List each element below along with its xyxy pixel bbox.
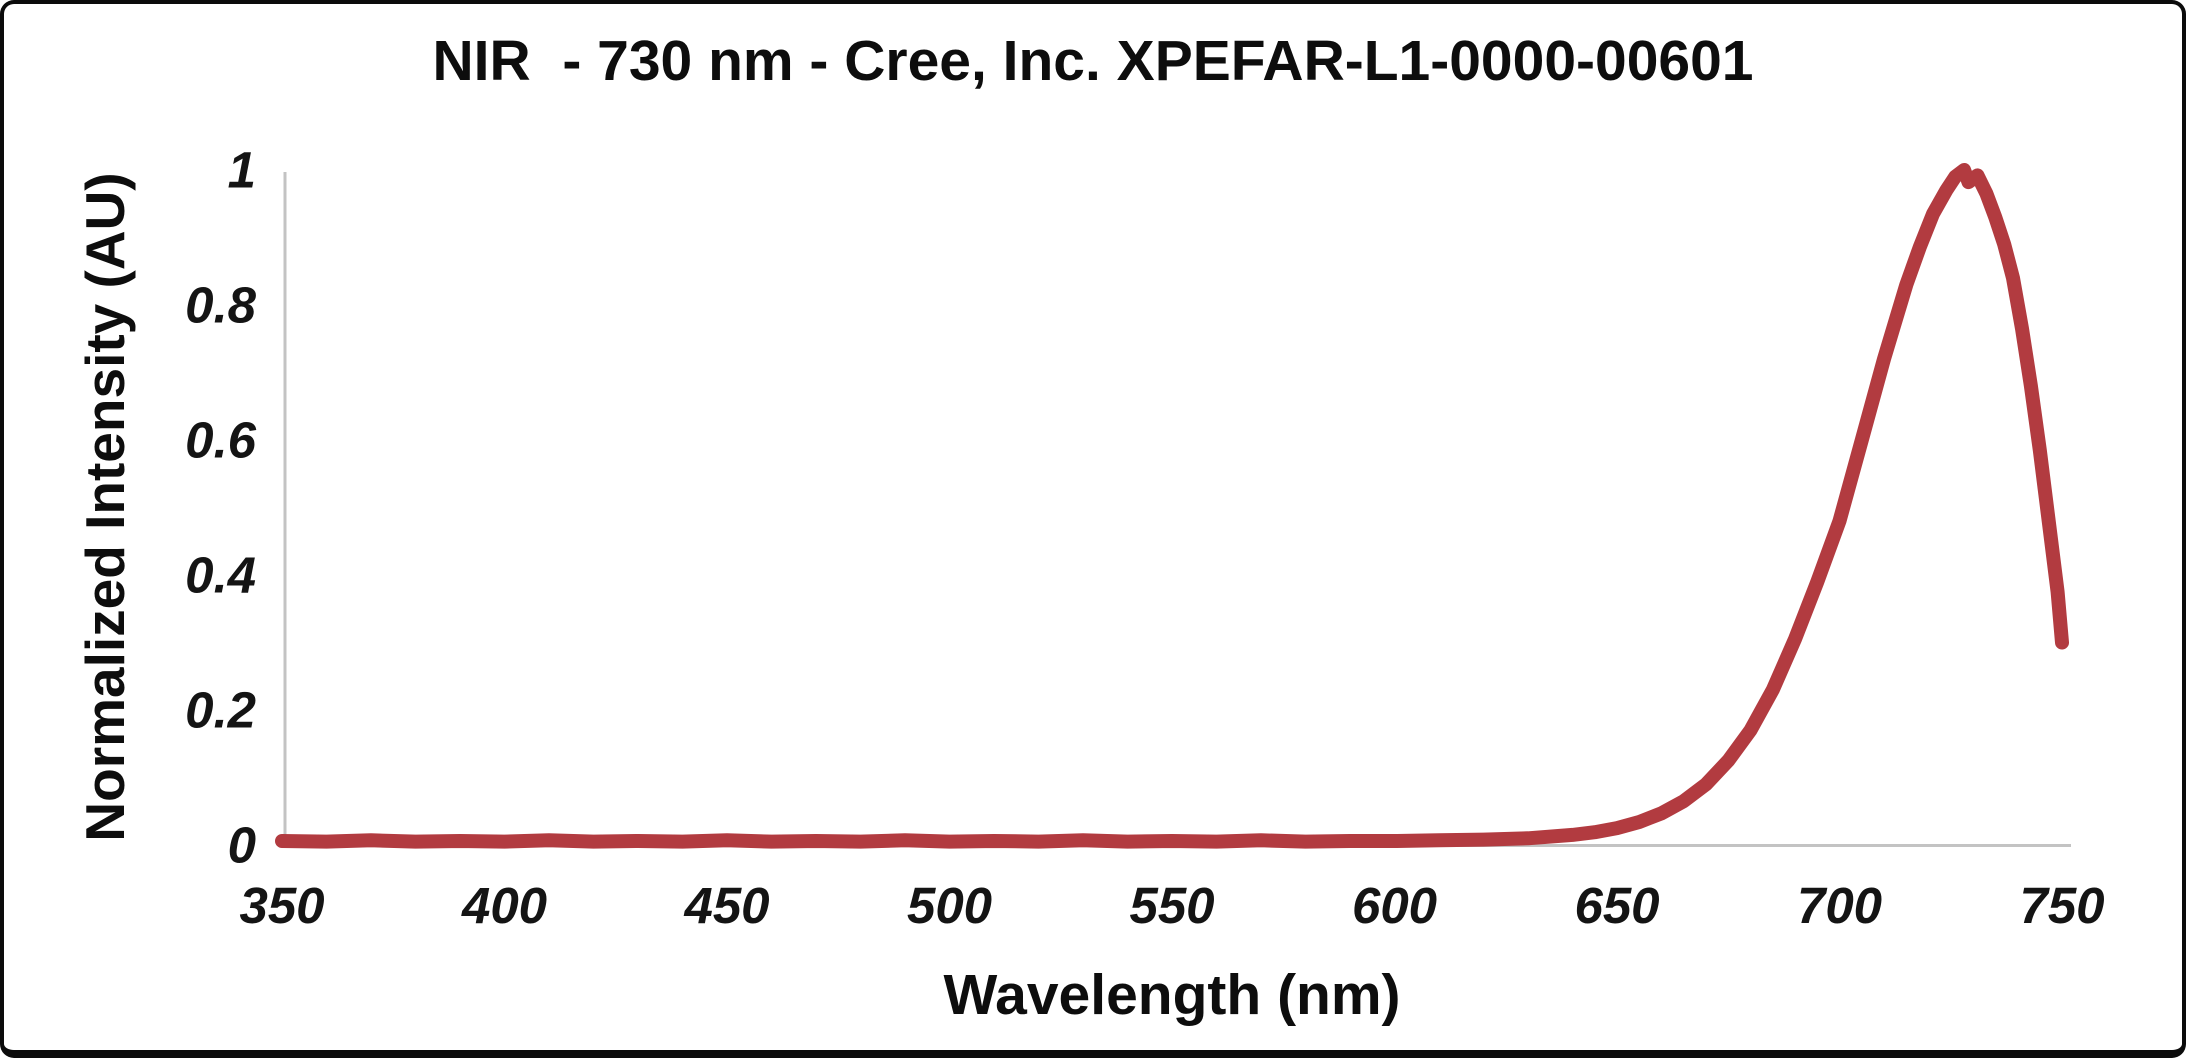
x-tick-label: 450: [684, 877, 770, 934]
y-tick-label: 0.4: [185, 546, 256, 604]
y-tick-label: 1: [227, 141, 256, 199]
x-tick-label: 700: [1796, 877, 1883, 934]
chart-title: NIR - 730 nm - Cree, Inc. XPEFAR-L1-0000…: [432, 29, 1754, 93]
x-tick-label: 750: [2019, 877, 2105, 934]
y-tick-label: 0.8: [185, 276, 256, 334]
x-tick-label: 600: [1351, 877, 1438, 934]
x-tick-label: 550: [1129, 877, 1215, 934]
spectrum-curve: [275, 163, 2069, 849]
x-tick-label: 500: [906, 877, 993, 934]
y-axis-title: Normalized Intensity (AU): [74, 172, 136, 842]
x-axis-title: Wavelength (nm): [943, 963, 1401, 1027]
y-tick-label: 0.2: [185, 681, 256, 739]
y-tick-label: 0: [227, 816, 256, 874]
x-tick-label: 650: [1574, 877, 1660, 934]
x-tick-label: 400: [461, 877, 548, 934]
x-tick-label: 350: [239, 877, 325, 934]
y-tick-label: 0.6: [185, 411, 256, 469]
